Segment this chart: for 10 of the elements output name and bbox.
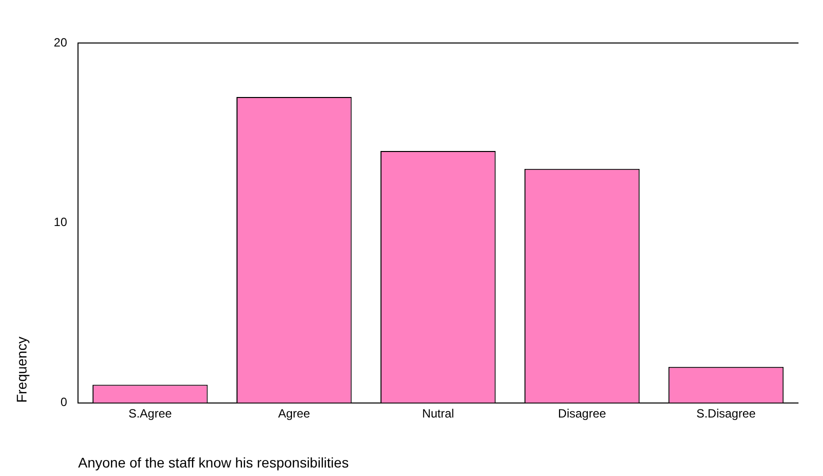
x-tick-label: S.Agree (128, 406, 172, 420)
x-tick-label: Nutral (422, 406, 454, 420)
y-tick-label: 0 (60, 395, 68, 410)
x-axis-title: Anyone of the staff know his responsibilities (78, 454, 349, 470)
y-axis-title: Frequency (13, 336, 30, 403)
x-tick-label: S.Disagree (696, 406, 756, 420)
x-tick-label: Agree (278, 406, 310, 420)
y-tick-label: 20 (54, 35, 68, 50)
x-tick-label: Disagree (558, 406, 606, 420)
y-tick-label: 10 (54, 215, 68, 230)
